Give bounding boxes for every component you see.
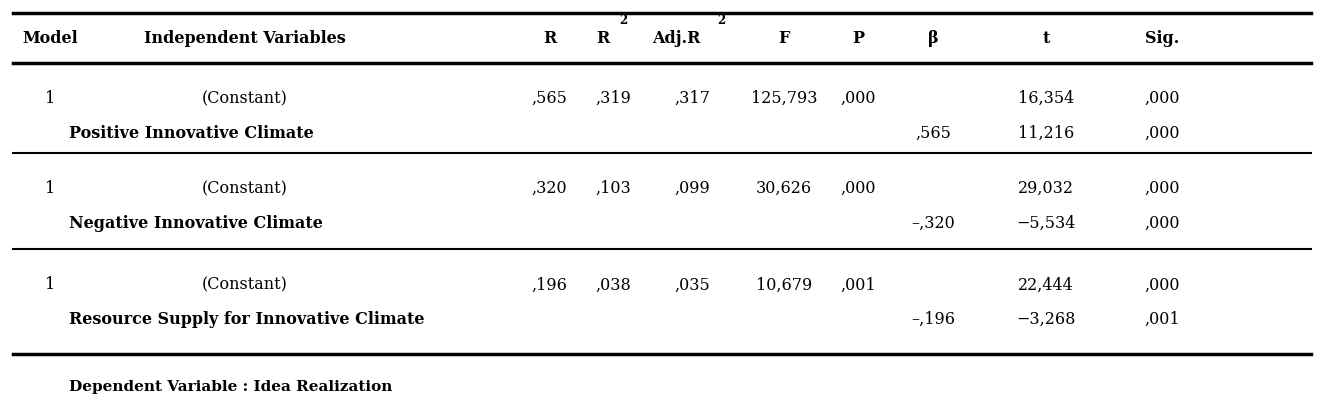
Text: 10,679: 10,679 — [756, 276, 812, 293]
Text: −3,268: −3,268 — [1017, 310, 1075, 328]
Text: Negative Innovative Climate: Negative Innovative Climate — [69, 214, 323, 231]
Text: Positive Innovative Climate: Positive Innovative Climate — [69, 124, 314, 142]
Text: –,320: –,320 — [911, 214, 956, 231]
Text: ,001: ,001 — [841, 276, 875, 293]
Text: 125,793: 125,793 — [751, 90, 817, 107]
Text: –,196: –,196 — [911, 310, 956, 328]
Text: 1: 1 — [45, 180, 56, 197]
Text: 2: 2 — [620, 14, 628, 27]
Text: ,000: ,000 — [841, 90, 875, 107]
Text: ,319: ,319 — [594, 90, 632, 107]
Text: R: R — [543, 30, 556, 47]
Text: 30,626: 30,626 — [756, 180, 812, 197]
Text: F: F — [779, 30, 789, 47]
Text: −5,534: −5,534 — [1017, 214, 1075, 231]
Text: 16,354: 16,354 — [1018, 90, 1074, 107]
Text: 1: 1 — [45, 90, 56, 107]
Text: Dependent Variable : Idea Realization: Dependent Variable : Idea Realization — [69, 380, 392, 393]
Text: 2: 2 — [718, 14, 726, 27]
Text: ,038: ,038 — [594, 276, 632, 293]
Text: ,565: ,565 — [531, 90, 568, 107]
Text: ,000: ,000 — [1145, 276, 1180, 293]
Text: ,035: ,035 — [674, 276, 711, 293]
Text: ,317: ,317 — [674, 90, 711, 107]
Text: Independent Variables: Independent Variables — [144, 30, 346, 47]
Text: 29,032: 29,032 — [1018, 180, 1074, 197]
Text: ,565: ,565 — [915, 124, 952, 142]
Text: ,000: ,000 — [1145, 180, 1180, 197]
Text: ,320: ,320 — [532, 180, 567, 197]
Text: ,103: ,103 — [594, 180, 632, 197]
Text: 11,216: 11,216 — [1018, 124, 1074, 142]
Text: Resource Supply for Innovative Climate: Resource Supply for Innovative Climate — [69, 310, 425, 328]
Text: ,000: ,000 — [1145, 90, 1180, 107]
Text: β: β — [928, 30, 939, 47]
Text: t: t — [1042, 30, 1050, 47]
Text: Sig.: Sig. — [1145, 30, 1180, 47]
Text: Adj.R: Adj.R — [653, 30, 700, 47]
Text: Model: Model — [23, 30, 78, 47]
Text: (Constant): (Constant) — [203, 180, 287, 197]
Text: (Constant): (Constant) — [203, 276, 287, 293]
Text: (Constant): (Constant) — [203, 90, 287, 107]
Text: 1: 1 — [45, 276, 56, 293]
Text: R: R — [596, 30, 609, 47]
Text: ,000: ,000 — [1145, 124, 1180, 142]
Text: ,099: ,099 — [674, 180, 711, 197]
Text: ,001: ,001 — [1145, 310, 1180, 328]
Text: P: P — [851, 30, 865, 47]
Text: ,000: ,000 — [1145, 214, 1180, 231]
Text: ,196: ,196 — [531, 276, 568, 293]
Text: ,000: ,000 — [841, 180, 875, 197]
Text: 22,444: 22,444 — [1018, 276, 1074, 293]
